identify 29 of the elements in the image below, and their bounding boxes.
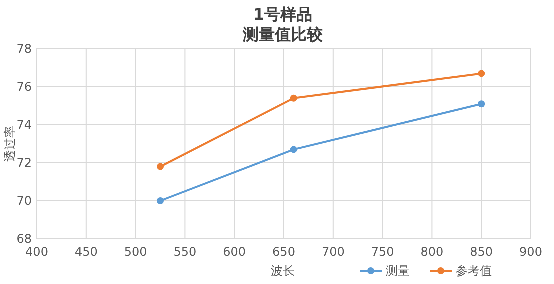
point — [290, 146, 298, 154]
legend-label: 参考值 — [456, 264, 492, 278]
point — [290, 94, 298, 102]
x-axis-title: 波长 — [271, 264, 295, 278]
x-tick-label: 500 — [124, 245, 148, 259]
chart-title: 1号样品 — [253, 5, 313, 24]
y-tick-label: 74 — [16, 118, 32, 132]
x-tick-label: 900 — [520, 245, 542, 259]
chart-subtitle: 测量值比较 — [242, 25, 324, 44]
legend-label: 测量 — [386, 264, 410, 278]
x-tick-label: 600 — [223, 245, 246, 259]
x-tick-label: 850 — [470, 245, 494, 259]
y-axis-title: 透过率 — [3, 126, 17, 162]
y-tick-label: 76 — [16, 80, 32, 94]
x-tick-label: 750 — [371, 245, 394, 259]
x-tick-label: 700 — [322, 245, 345, 259]
x-tick-label: 650 — [272, 245, 296, 259]
y-tick-label: 72 — [16, 156, 32, 170]
y-tick-label: 78 — [16, 42, 32, 56]
x-tick-label: 400 — [26, 245, 48, 259]
y-tick-label: 70 — [16, 194, 32, 208]
x-tick-label: 450 — [74, 245, 98, 259]
point — [157, 198, 164, 204]
x-tick-label: 550 — [174, 245, 197, 259]
y-tick-label: 68 — [16, 232, 32, 246]
x-tick-label: 800 — [420, 245, 444, 259]
point — [157, 163, 164, 170]
point — [478, 70, 486, 78]
point — [478, 100, 486, 108]
